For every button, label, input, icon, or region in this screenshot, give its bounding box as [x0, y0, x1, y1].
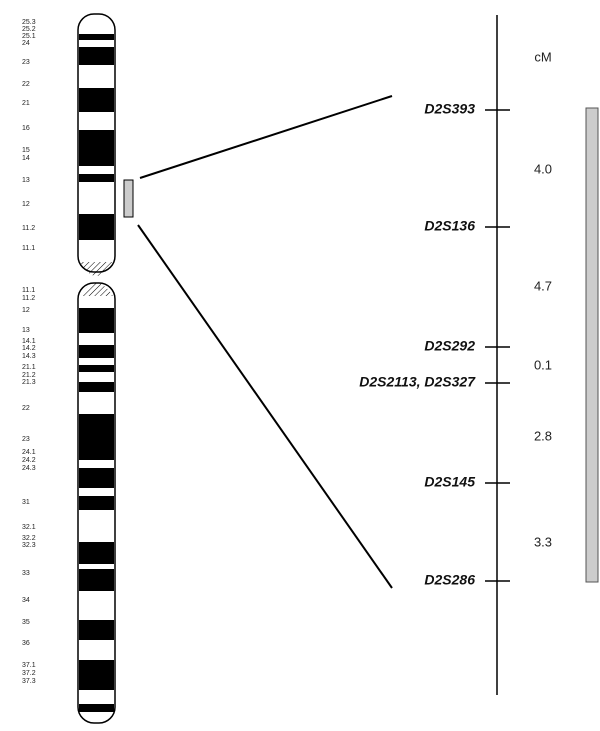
band-label: 21.2 [22, 372, 36, 379]
band-label: 31 [22, 499, 30, 506]
marker-label: D2S292 [424, 338, 475, 354]
band-label: 14.2 [22, 345, 36, 352]
distance-label: 0.1 [534, 357, 552, 372]
band-label: 23 [22, 436, 30, 443]
band-label: 22 [22, 405, 30, 412]
zoom-line [137, 224, 393, 589]
marker-label: D2S2113, D2S327 [359, 374, 476, 390]
band-label: 32.1 [22, 524, 36, 531]
band-label: 11.2 [22, 225, 35, 232]
band-label: 37.1 [22, 662, 36, 669]
band-label: 16 [22, 125, 30, 132]
distance-label: 3.3 [534, 534, 552, 549]
band-label: 24.2 [22, 457, 36, 464]
band-label: 25.1 [22, 33, 36, 40]
band-label: 24.1 [22, 449, 36, 456]
marker-label: D2S286 [424, 572, 475, 588]
band-label: 25.3 [22, 19, 36, 26]
band-label: 24 [22, 40, 30, 47]
band-label: 21.3 [22, 379, 36, 386]
distance-label: 2.8 [534, 428, 552, 443]
marker-label: D2S145 [424, 474, 475, 490]
band-label: 14.1 [22, 338, 36, 345]
band-label: 21 [22, 100, 30, 107]
interval-bar [585, 107, 599, 583]
band-label: 21.1 [22, 364, 36, 371]
band-label: 12 [22, 307, 30, 314]
band-label: 32.2 [22, 535, 36, 542]
zoom-line [139, 95, 393, 179]
band-label: 22 [22, 81, 30, 88]
band-label: 12 [22, 201, 30, 208]
band-label: 34 [22, 597, 30, 604]
band-label: 37.3 [22, 678, 36, 685]
band-label: 14 [22, 155, 30, 162]
band-label: 37.2 [22, 670, 36, 677]
band-label: 11.2 [22, 295, 35, 302]
band-label: 23 [22, 59, 30, 66]
band-label: 33 [22, 570, 30, 577]
band-label: 15 [22, 147, 30, 154]
distance-label: 4.0 [534, 161, 552, 176]
band-label: 11.1 [22, 287, 35, 294]
distance-label: 4.7 [534, 278, 552, 293]
band-label: 32.3 [22, 542, 36, 549]
dark-bands [79, 34, 114, 712]
band-label: 11.1 [22, 245, 35, 252]
band-label: 24.3 [22, 465, 36, 472]
unit-label: cM [534, 49, 551, 64]
region-box [123, 179, 134, 218]
band-label: 36 [22, 640, 30, 647]
marker-label: D2S136 [424, 218, 475, 234]
band-label: 13 [22, 327, 30, 334]
marker-label: D2S393 [424, 101, 475, 117]
band-label: 13 [22, 177, 30, 184]
band-label: 35 [22, 619, 30, 626]
band-label: 25.2 [22, 26, 36, 33]
band-label: 14.3 [22, 353, 36, 360]
